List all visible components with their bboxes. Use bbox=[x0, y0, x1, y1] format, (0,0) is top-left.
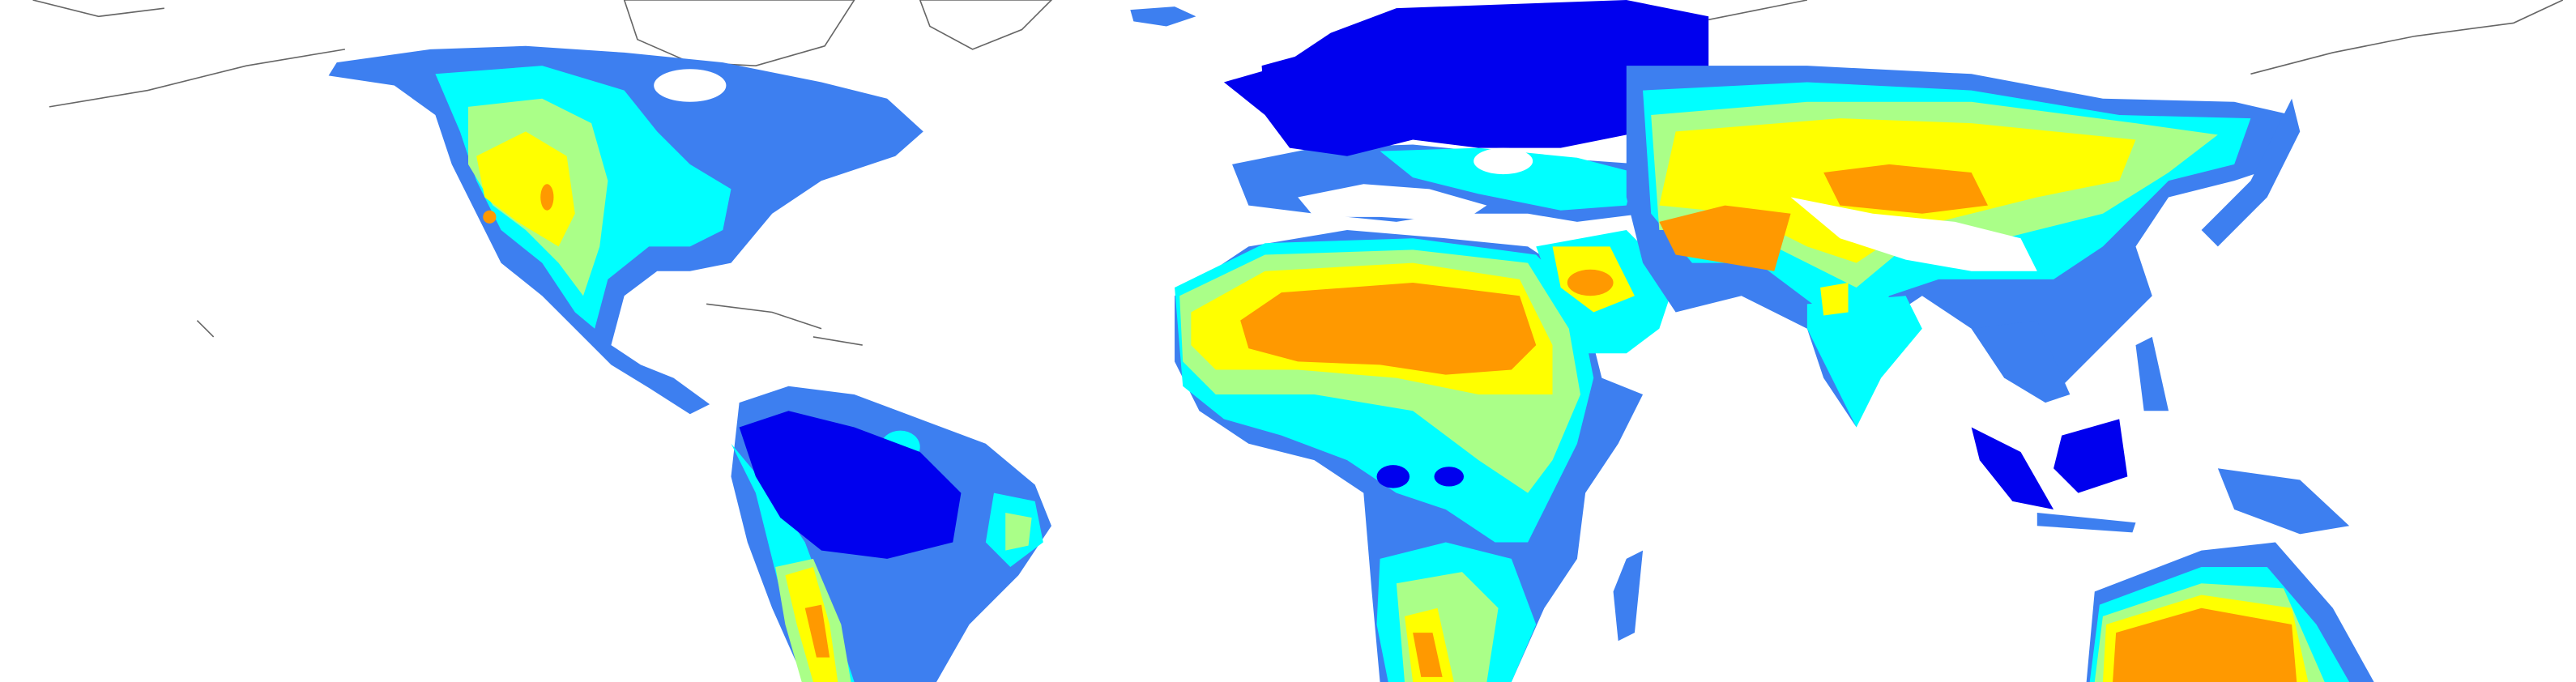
new-guinea bbox=[2217, 468, 2350, 535]
philippines bbox=[2135, 336, 2169, 411]
zone bbox=[804, 604, 830, 658]
hudson-bay bbox=[654, 69, 727, 102]
borneo bbox=[2054, 419, 2128, 493]
arctic-islands-outline bbox=[623, 0, 855, 66]
zone bbox=[483, 210, 497, 224]
siberia-outline bbox=[1708, 0, 2564, 75]
madagascar bbox=[1613, 550, 1644, 642]
black-sea bbox=[1474, 147, 1533, 175]
africa bbox=[1175, 230, 1644, 682]
indochina bbox=[1971, 320, 2071, 403]
australia bbox=[2086, 542, 2374, 682]
greenland-outline bbox=[919, 0, 1053, 50]
zone bbox=[1261, 55, 1302, 109]
canada-north-outline bbox=[32, 0, 346, 108]
zone bbox=[1240, 282, 1537, 375]
islands bbox=[1971, 336, 2350, 535]
zone bbox=[1223, 0, 1709, 156]
japan bbox=[2201, 98, 2301, 247]
zone bbox=[540, 184, 554, 211]
zone bbox=[1659, 205, 1791, 271]
zone bbox=[1380, 147, 1635, 211]
zone bbox=[1434, 467, 1465, 487]
north-america bbox=[196, 45, 923, 415]
zone bbox=[1820, 282, 1849, 316]
arctic-outlines bbox=[32, 0, 2564, 108]
south-america bbox=[731, 386, 1051, 682]
zone bbox=[2113, 607, 2297, 682]
iceland bbox=[1130, 6, 1196, 27]
zone bbox=[1005, 513, 1032, 551]
sumatra bbox=[1971, 427, 2054, 509]
zone bbox=[1567, 269, 1614, 296]
zone bbox=[739, 411, 962, 559]
arabia bbox=[1536, 230, 1676, 354]
asia bbox=[1626, 66, 2301, 428]
zone bbox=[476, 131, 575, 247]
no-data bbox=[1790, 197, 2037, 271]
india bbox=[1806, 296, 1922, 428]
caribbean-outline bbox=[196, 303, 863, 346]
java bbox=[2036, 513, 2136, 533]
zone bbox=[1376, 465, 1410, 488]
mediterranean bbox=[1298, 184, 1487, 222]
zone bbox=[1823, 164, 1988, 214]
zone bbox=[1413, 633, 1443, 677]
europe bbox=[1223, 0, 1709, 222]
